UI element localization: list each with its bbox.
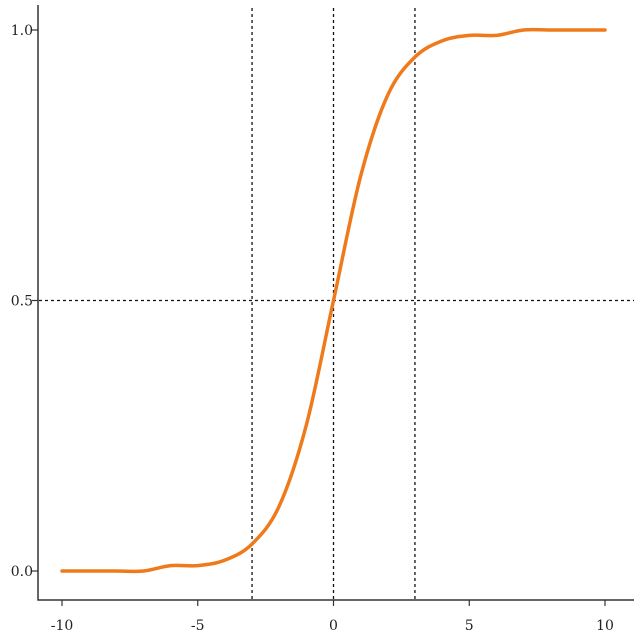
data-point xyxy=(441,39,444,42)
x-tick-label: 0 xyxy=(329,618,338,634)
data-point xyxy=(468,34,471,37)
data-point xyxy=(603,28,606,31)
data-point xyxy=(88,569,91,572)
data-point xyxy=(250,542,253,545)
axis-frame xyxy=(37,5,634,601)
data-point xyxy=(576,28,579,31)
x-tick-label: -5 xyxy=(191,618,205,634)
data-point xyxy=(495,34,498,37)
y-tick-label: 1.0 xyxy=(11,23,33,39)
data-point xyxy=(115,569,118,572)
data-point xyxy=(332,299,335,302)
y-tick-label: 0.0 xyxy=(11,564,33,580)
data-point xyxy=(278,504,281,507)
plot-area: -10 -5 0 5 10 0.0 0.5 1.0 xyxy=(11,5,634,634)
data-point xyxy=(169,564,172,567)
x-tick-label: -10 xyxy=(51,618,74,634)
data-point xyxy=(549,28,552,31)
x-tick-label: 10 xyxy=(596,618,614,634)
x-tick-label: 5 xyxy=(465,618,474,634)
y-tick-label: 0.5 xyxy=(11,294,33,310)
data-point xyxy=(522,28,525,31)
data-point xyxy=(359,174,362,177)
data-point xyxy=(305,423,308,426)
data-point xyxy=(142,569,145,572)
data-point xyxy=(413,55,416,58)
data-point xyxy=(386,93,389,96)
data-point xyxy=(60,569,63,572)
data-point xyxy=(196,564,199,567)
series-line-0 xyxy=(60,27,607,574)
data-point xyxy=(223,559,226,562)
